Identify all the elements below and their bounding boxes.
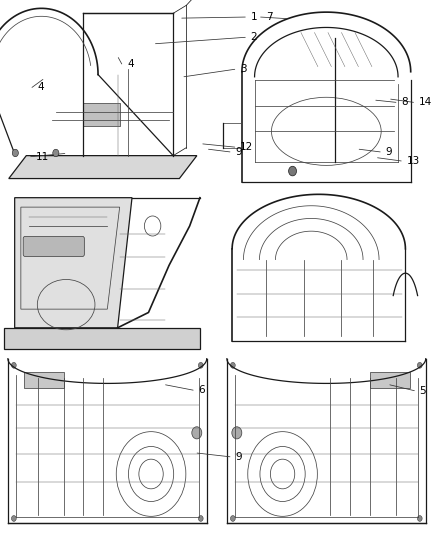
Text: 5: 5 [420,386,426,395]
Text: 11: 11 [36,152,49,161]
Polygon shape [9,156,197,179]
Text: 4: 4 [127,59,134,69]
Circle shape [232,427,242,439]
Bar [24,372,64,389]
Circle shape [11,362,16,368]
Bar [370,372,410,389]
Text: 9: 9 [385,147,392,157]
Circle shape [12,149,18,157]
Circle shape [192,427,202,439]
Text: 1: 1 [251,12,257,22]
Bar [83,103,120,126]
Circle shape [53,149,59,157]
Polygon shape [4,328,200,349]
Circle shape [230,515,235,521]
Text: 9: 9 [235,452,242,462]
Circle shape [11,515,16,521]
Circle shape [417,362,422,368]
Text: 2: 2 [251,33,257,42]
Text: 4: 4 [37,83,44,92]
Text: 14: 14 [419,98,432,107]
Circle shape [417,515,422,521]
Text: 7: 7 [266,12,272,22]
Circle shape [289,166,297,176]
Polygon shape [14,198,132,328]
Text: 13: 13 [406,156,420,166]
Text: 9: 9 [235,147,242,157]
Text: 6: 6 [198,385,205,395]
Text: 3: 3 [240,64,247,74]
Text: 8: 8 [401,98,408,107]
FancyBboxPatch shape [23,237,85,256]
Circle shape [198,362,203,368]
Circle shape [198,515,203,521]
Circle shape [230,362,235,368]
Text: 12: 12 [240,142,253,152]
